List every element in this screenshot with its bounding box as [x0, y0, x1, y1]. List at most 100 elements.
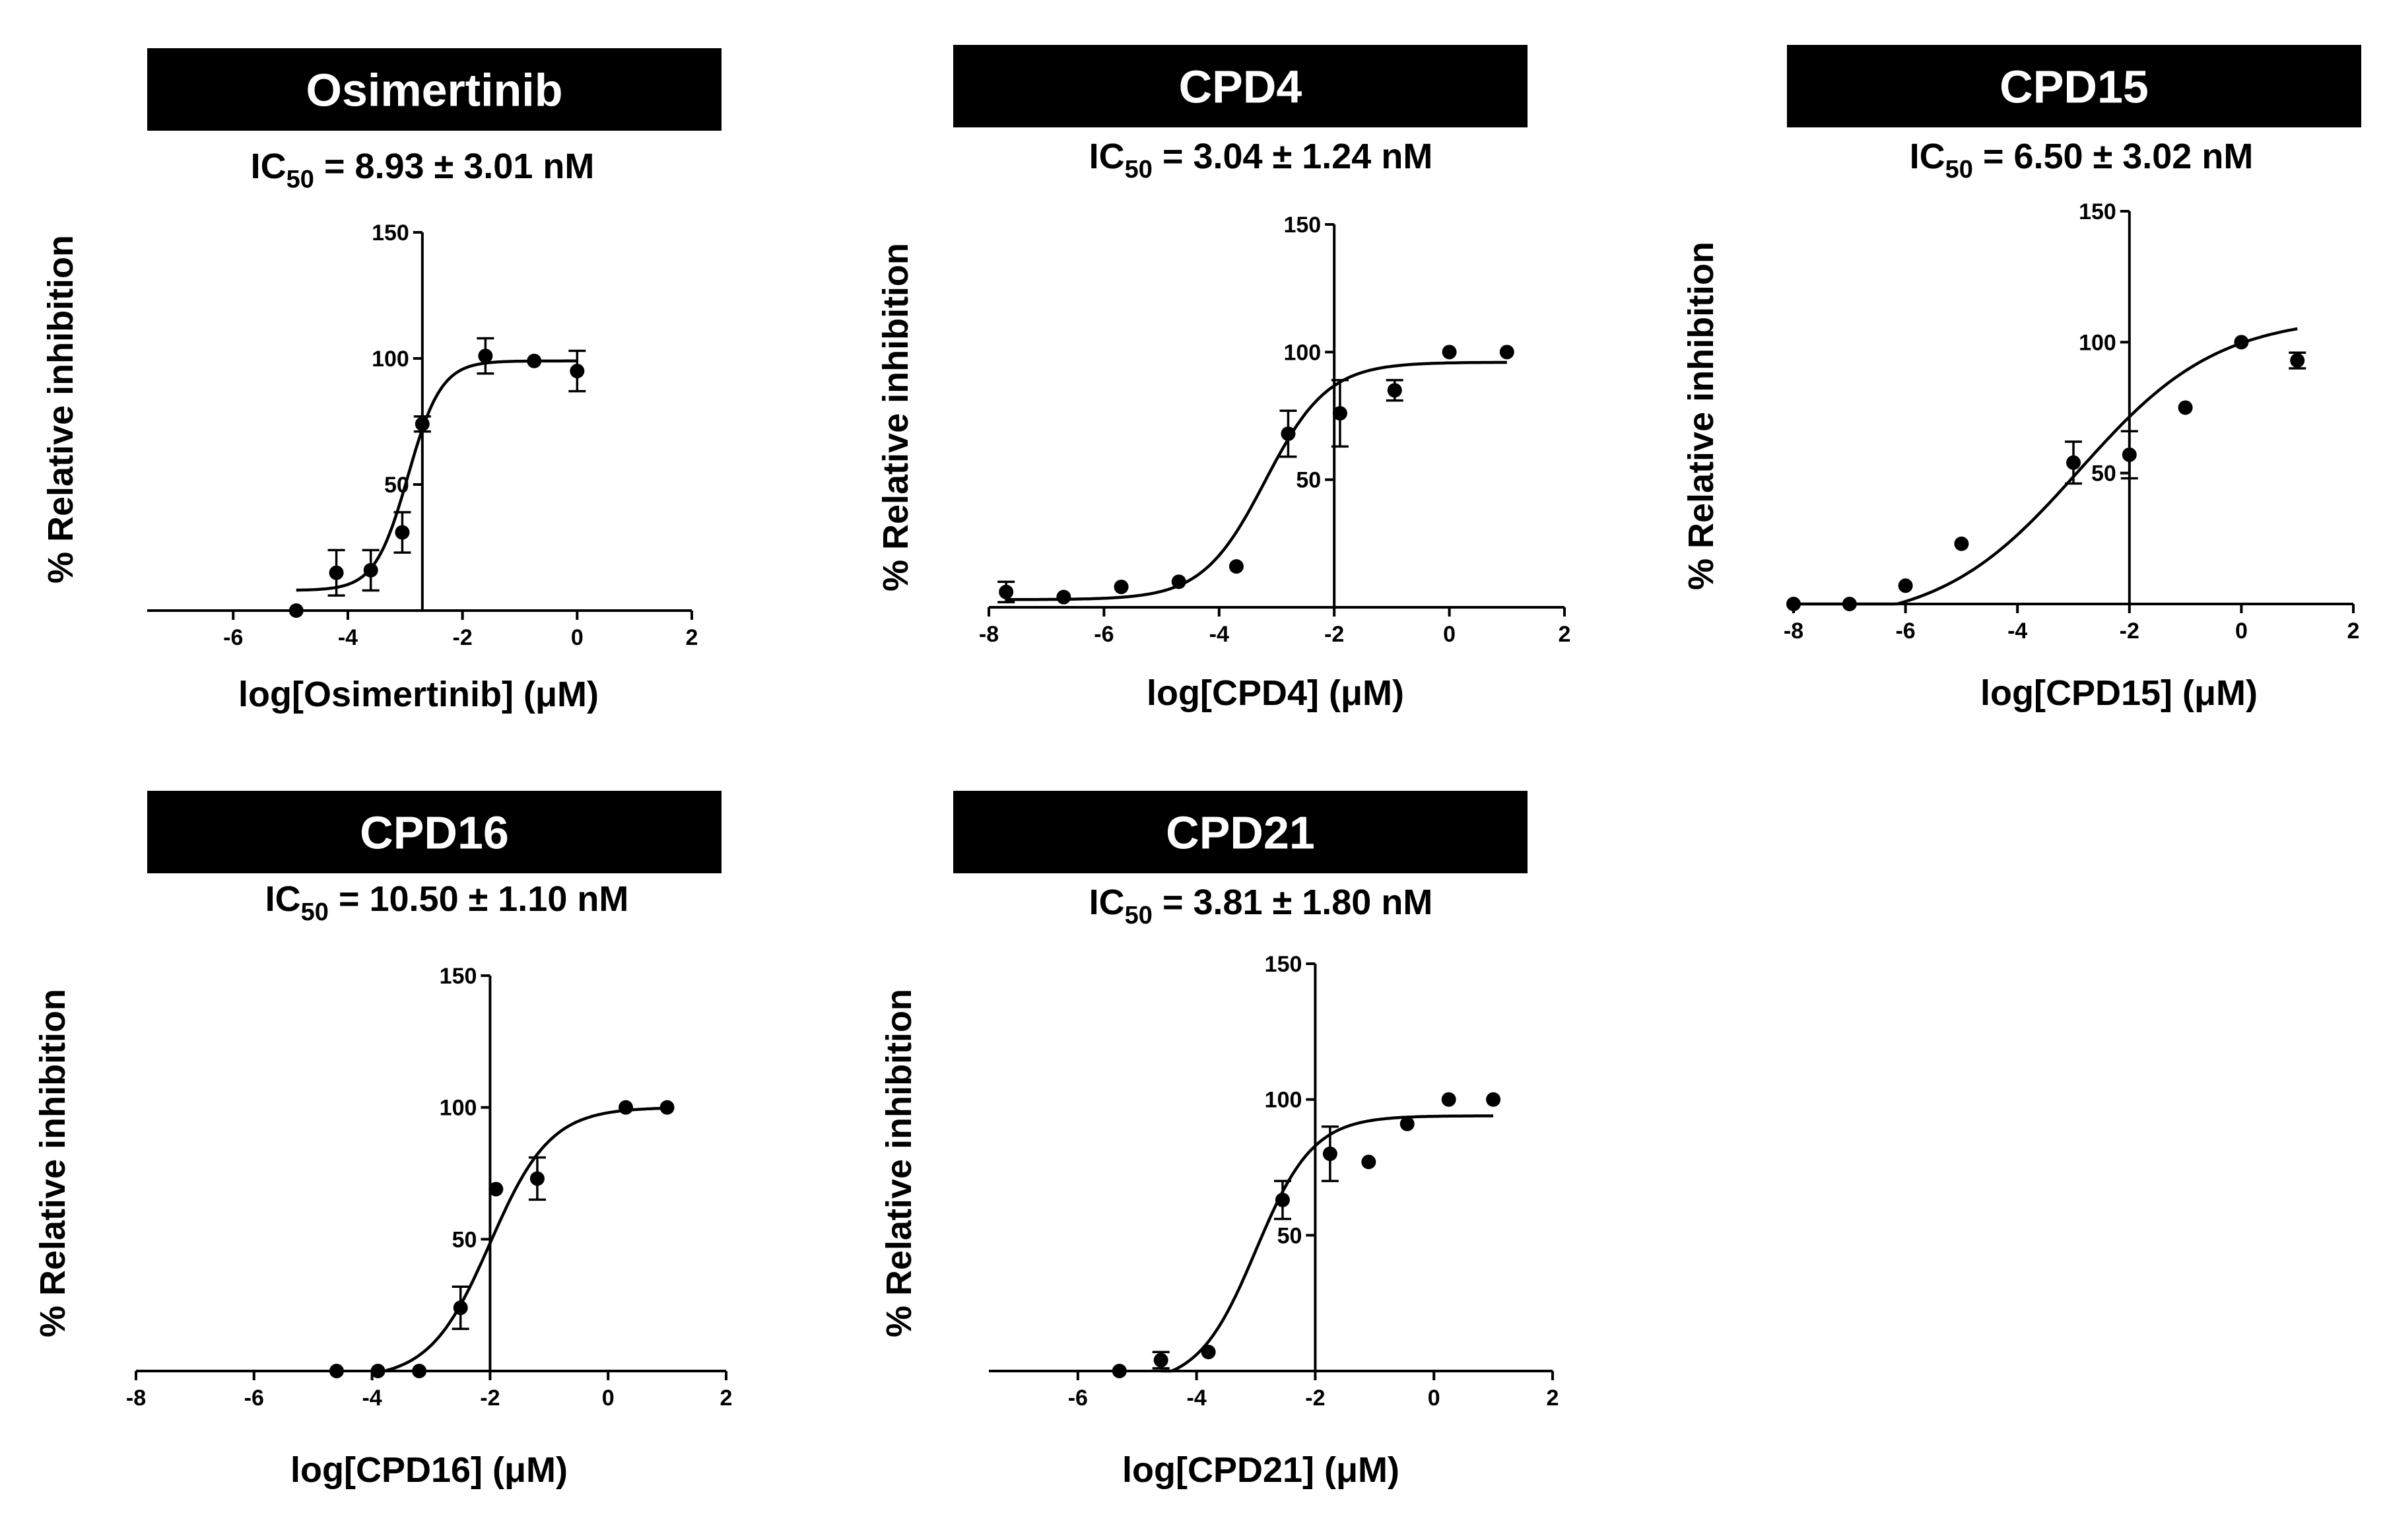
- x-axis-label: log[CPD16] (μM): [290, 1450, 568, 1490]
- data-point: [1954, 536, 1969, 551]
- chart-panel-5: CPD21 IC50 = 3.81 ± 1.80 nM -6 -4 -2 0 2 50 100 1…: [879, 791, 1559, 1490]
- x-tick-label: 0: [2235, 619, 2248, 644]
- data-point: [1387, 383, 1402, 398]
- y-tick-label: 50: [2091, 461, 2116, 486]
- x-tick-label: -8: [979, 622, 999, 647]
- data-point: [2178, 400, 2193, 415]
- data-point: [1114, 580, 1129, 595]
- x-tick-label: 2: [1559, 622, 1571, 647]
- title-banner: [1787, 45, 2361, 127]
- y-axis-label: % Relative inhibition: [879, 989, 919, 1337]
- x-tick-label: -6: [244, 1386, 264, 1411]
- x-tick-label: 2: [2347, 619, 2360, 644]
- title-banner: [147, 791, 722, 873]
- x-tick-label: 0: [602, 1386, 615, 1411]
- x-tick-label: 2: [1547, 1386, 1559, 1411]
- y-tick-label: 100: [440, 1096, 477, 1121]
- fit-curve: [1006, 360, 1507, 601]
- fit-curve: [1794, 327, 2298, 606]
- data-point: [2290, 353, 2305, 368]
- x-tick-label: -4: [362, 1386, 382, 1411]
- data-point: [412, 1364, 427, 1378]
- x-tick-label: 0: [1428, 1386, 1440, 1411]
- x-tick-label: 0: [1443, 622, 1456, 647]
- title-banner: [953, 791, 1528, 873]
- x-tick-label: 2: [686, 625, 698, 650]
- data-point: [415, 417, 430, 432]
- data-point: [2122, 447, 2137, 462]
- data-point: [527, 353, 542, 368]
- y-tick-label: 100: [1265, 1088, 1302, 1113]
- chart-panel-2: CPD4 IC50 = 3.04 ± 1.24 nM -8 -6 -4 -2 0 2 50 100…: [876, 45, 1570, 713]
- data-point: [529, 1171, 545, 1186]
- fit-curve: [296, 359, 578, 592]
- ic50-label: IC50 = 8.93 ± 3.01 nM: [251, 147, 595, 193]
- data-point: [1275, 1192, 1290, 1207]
- y-axis-label: % Relative inhibition: [33, 989, 73, 1337]
- data-point: [1898, 578, 1913, 593]
- y-tick-label: 150: [1265, 952, 1302, 977]
- data-point: [488, 1182, 504, 1197]
- y-tick-label: 100: [1283, 340, 1321, 365]
- x-tick-label: 0: [571, 625, 584, 650]
- x-tick-label: -8: [1784, 619, 1803, 644]
- x-axis-label: log[Osimertinib] (μM): [238, 675, 599, 714]
- x-tick-label: -6: [1094, 622, 1114, 647]
- data-point: [1228, 559, 1244, 574]
- data-point: [288, 603, 304, 618]
- data-point: [1056, 589, 1071, 605]
- data-point: [1361, 1155, 1376, 1170]
- y-axis-label: % Relative inhibition: [41, 235, 81, 584]
- x-tick-label: -2: [1305, 1386, 1325, 1411]
- data-point: [1171, 574, 1186, 589]
- y-axis-label: % Relative inhibition: [876, 243, 916, 591]
- fit-curve: [1160, 1114, 1494, 1373]
- data-point: [329, 565, 344, 580]
- x-tick-label: -4: [338, 625, 358, 650]
- data-point: [1201, 1345, 1216, 1360]
- data-point: [453, 1300, 468, 1316]
- chart-title: CPD4: [1179, 61, 1302, 113]
- data-point: [1112, 1364, 1127, 1378]
- y-tick-label: 100: [2079, 330, 2116, 355]
- data-point: [1786, 597, 1801, 611]
- y-tick-label: 50: [1277, 1223, 1302, 1248]
- y-tick-label: 150: [1283, 213, 1321, 238]
- chart-title: Osimertinib: [306, 65, 563, 116]
- data-point: [659, 1100, 675, 1115]
- data-point: [363, 562, 378, 578]
- chart-title: CPD16: [360, 807, 509, 859]
- y-axis-label: % Relative inhibition: [1681, 242, 1721, 590]
- data-point: [395, 525, 410, 540]
- y-tick-label: 150: [2079, 199, 2116, 224]
- x-tick-label: -6: [1068, 1386, 1088, 1411]
- ic50-label: IC50 = 10.50 ± 1.10 nM: [265, 879, 629, 926]
- chart-panel-3: CPD15 IC50 = 6.50 ± 3.02 nM -8 -6 -4 -2 0 2 50 10…: [1681, 45, 2361, 713]
- data-point: [478, 349, 493, 364]
- ic50-label: IC50 = 3.81 ± 1.80 nM: [1089, 883, 1433, 929]
- x-tick-label: -2: [2120, 619, 2139, 644]
- x-tick-label: 2: [720, 1386, 733, 1411]
- data-point: [1153, 1353, 1168, 1368]
- data-point: [1332, 406, 1347, 421]
- x-tick-label: -8: [126, 1386, 146, 1411]
- x-tick-label: -4: [2007, 619, 2027, 644]
- chart-title: CPD21: [1166, 807, 1315, 859]
- x-tick-label: -2: [480, 1386, 500, 1411]
- data-point: [1281, 426, 1296, 442]
- data-point: [1486, 1092, 1501, 1107]
- x-axis-label: log[CPD4] (μM): [1147, 673, 1404, 713]
- data-point: [329, 1364, 344, 1378]
- chart-panel-4: CPD16 IC50 = 10.50 ± 1.10 nM -8 -6 -4 -2 0 2 50 1…: [33, 791, 732, 1490]
- x-tick-label: -6: [1895, 619, 1915, 644]
- fit-curve: [372, 1106, 667, 1373]
- data-point: [1399, 1116, 1415, 1131]
- title-banner: [147, 48, 722, 131]
- data-point: [1499, 345, 1514, 360]
- title-banner: [953, 45, 1528, 127]
- x-axis-label: log[CPD21] (μM): [1122, 1450, 1399, 1490]
- x-tick-label: -4: [1209, 622, 1229, 647]
- data-point: [1441, 1092, 1456, 1107]
- x-tick-label: -2: [453, 625, 473, 650]
